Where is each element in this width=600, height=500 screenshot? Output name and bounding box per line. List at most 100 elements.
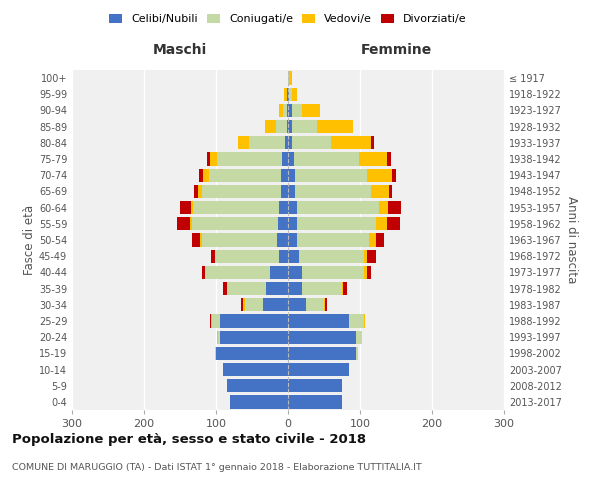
Bar xyxy=(223,282,227,295)
Bar xyxy=(212,314,220,328)
Bar xyxy=(368,234,376,246)
Bar xyxy=(379,201,388,214)
Bar xyxy=(288,104,292,117)
Bar xyxy=(211,314,212,328)
Bar xyxy=(288,136,292,149)
Bar xyxy=(288,396,342,408)
Bar xyxy=(292,120,317,134)
Bar xyxy=(216,346,288,360)
Text: Popolazione per età, sesso e stato civile - 2018: Popolazione per età, sesso e stato civil… xyxy=(12,432,366,446)
Bar xyxy=(367,266,371,279)
Bar xyxy=(342,282,343,295)
Bar xyxy=(392,168,396,182)
Bar xyxy=(284,88,287,101)
Bar xyxy=(288,282,302,295)
Bar xyxy=(288,363,349,376)
Text: COMUNE DI MARUGGIO (TA) - Dati ISTAT 1° gennaio 2018 - Elaborazione TUTTITALIA.I: COMUNE DI MARUGGIO (TA) - Dati ISTAT 1° … xyxy=(12,462,422,471)
Bar xyxy=(349,314,364,328)
Bar xyxy=(190,217,191,230)
Bar xyxy=(281,185,288,198)
Bar xyxy=(270,266,288,279)
Bar xyxy=(288,152,294,166)
Y-axis label: Fasce di età: Fasce di età xyxy=(23,205,36,275)
Bar xyxy=(215,250,280,263)
Bar xyxy=(199,168,203,182)
Bar xyxy=(317,120,353,134)
Bar xyxy=(200,234,202,246)
Bar xyxy=(276,120,287,134)
Bar xyxy=(288,185,295,198)
Bar xyxy=(266,282,288,295)
Bar xyxy=(287,88,288,101)
Bar xyxy=(299,250,364,263)
Bar xyxy=(223,363,288,376)
Bar xyxy=(302,104,320,117)
Bar xyxy=(281,168,288,182)
Bar xyxy=(367,168,392,182)
Bar xyxy=(191,217,278,230)
Bar xyxy=(296,201,379,214)
Bar xyxy=(292,104,302,117)
Bar xyxy=(277,234,288,246)
Bar xyxy=(288,346,356,360)
Bar xyxy=(177,217,190,230)
Bar xyxy=(249,136,285,149)
Bar xyxy=(245,298,263,312)
Bar xyxy=(331,136,371,149)
Bar xyxy=(198,185,202,198)
Bar xyxy=(288,250,299,263)
Bar xyxy=(288,330,356,344)
Bar xyxy=(202,234,277,246)
Bar xyxy=(280,250,288,263)
Bar xyxy=(217,152,282,166)
Bar xyxy=(263,298,288,312)
Bar xyxy=(241,298,244,312)
Bar xyxy=(227,379,288,392)
Bar xyxy=(280,201,288,214)
Bar xyxy=(356,330,362,344)
Bar xyxy=(215,346,216,360)
Bar xyxy=(289,72,292,85)
Bar xyxy=(288,168,295,182)
Bar xyxy=(203,168,209,182)
Bar xyxy=(287,120,288,134)
Bar xyxy=(292,88,298,101)
Bar xyxy=(386,217,400,230)
Bar xyxy=(205,266,270,279)
Bar xyxy=(288,314,349,328)
Legend: Celibi/Nubili, Coniugati/e, Vedovi/e, Divorziati/e: Celibi/Nubili, Coniugati/e, Vedovi/e, Di… xyxy=(106,10,470,28)
Bar xyxy=(295,185,371,198)
Bar xyxy=(191,234,200,246)
Bar xyxy=(288,217,296,230)
Bar xyxy=(288,201,296,214)
Bar xyxy=(180,201,191,214)
Bar xyxy=(220,314,288,328)
Bar xyxy=(356,346,358,360)
Bar xyxy=(282,152,288,166)
Bar xyxy=(294,152,359,166)
Bar xyxy=(324,298,325,312)
Bar xyxy=(296,217,376,230)
Bar xyxy=(220,330,288,344)
Bar xyxy=(296,234,368,246)
Bar xyxy=(302,282,342,295)
Bar xyxy=(285,136,288,149)
Bar xyxy=(194,185,198,198)
Bar xyxy=(211,250,215,263)
Bar xyxy=(367,250,376,263)
Bar xyxy=(388,152,391,166)
Bar xyxy=(371,185,389,198)
Bar xyxy=(230,396,288,408)
Bar xyxy=(202,266,205,279)
Bar xyxy=(209,314,211,328)
Bar xyxy=(288,120,292,134)
Text: Femmine: Femmine xyxy=(361,43,431,57)
Bar xyxy=(306,298,324,312)
Bar xyxy=(287,104,288,117)
Bar xyxy=(302,266,364,279)
Y-axis label: Anni di nascita: Anni di nascita xyxy=(565,196,578,284)
Bar xyxy=(359,152,388,166)
Bar xyxy=(364,314,365,328)
Bar xyxy=(210,152,217,166)
Bar xyxy=(288,266,302,279)
